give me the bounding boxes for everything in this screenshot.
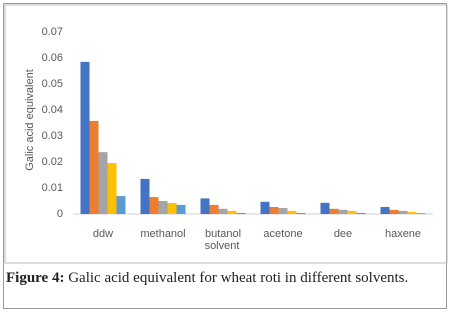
bar (320, 202, 330, 214)
y-tick-label: 0.05 (42, 78, 63, 90)
bar (209, 204, 219, 214)
bar (116, 196, 126, 214)
bar (227, 210, 237, 214)
bar (167, 203, 177, 214)
y-tick-label: 0.02 (42, 156, 63, 168)
x-tick-label: methanol (140, 228, 185, 240)
caption: Figure 4: Galic acid equivalent for whea… (6, 268, 442, 288)
x-tick-label: ddw (93, 228, 113, 240)
bar (158, 201, 168, 214)
bar (218, 208, 228, 214)
bar (356, 212, 366, 214)
bar (347, 210, 357, 214)
y-tick-label: 0.04 (42, 104, 63, 116)
x-axis-title: solvent (205, 240, 240, 252)
bar (269, 206, 279, 214)
bar (398, 210, 408, 214)
x-tick-label: acetone (263, 228, 302, 240)
bar (149, 197, 159, 214)
y-axis-title: Galic acid equivalent (24, 69, 36, 171)
x-tick-label: butanol (205, 228, 241, 240)
bar (176, 204, 186, 214)
x-tick-label: dee (334, 228, 352, 240)
caption-text: Galic acid equivalent for wheat roti in … (68, 270, 409, 286)
bar (380, 206, 390, 214)
bar (80, 61, 90, 215)
bar (98, 152, 108, 214)
bar (416, 213, 426, 214)
bar (329, 208, 339, 214)
y-tick-label: 0.01 (42, 182, 63, 194)
y-tick-label: 0 (57, 208, 63, 220)
bar (287, 210, 297, 214)
bar (89, 120, 99, 214)
bar (260, 201, 270, 214)
bar (236, 212, 246, 214)
bar (338, 209, 348, 214)
caption-label: Figure 4: (6, 270, 65, 286)
chart: Galic acid equivalent solvent 0 0.01 0.02 0… (4, 4, 448, 264)
bar (407, 211, 417, 214)
bar (389, 209, 399, 214)
x-tick-label: haxene (385, 228, 421, 240)
y-tick-label: 0.06 (42, 52, 63, 64)
chart-border (4, 4, 448, 264)
bar (107, 163, 117, 214)
bar (140, 178, 150, 214)
bar (278, 208, 288, 214)
y-tick-label: 0.03 (42, 130, 63, 142)
y-tick-label: 0.07 (42, 26, 63, 38)
bar (200, 198, 210, 214)
bar (296, 212, 306, 214)
